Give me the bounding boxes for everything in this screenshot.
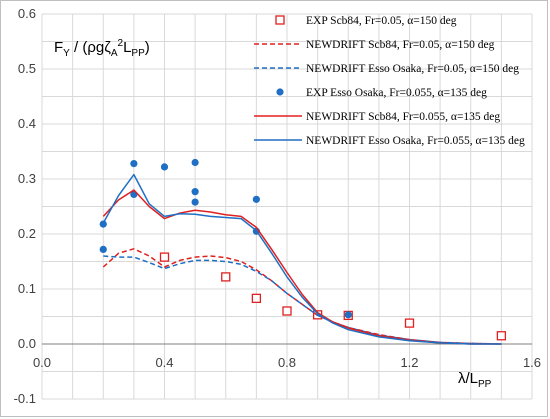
series-layer (99, 158, 507, 345)
x-tick-label: 1.2 (400, 355, 418, 370)
legend-label: EXP Scb84, Fr=0.05, α=150 deg (306, 15, 457, 27)
y-tick-label: 0.0 (18, 336, 36, 351)
legend-label: NEWDRIFT Esso Osaka, Fr=0.055, α=135 deg (306, 135, 525, 147)
series-line (102, 189, 502, 345)
legend-marker-circle (276, 88, 284, 96)
grid-layer (41, 13, 533, 400)
x-tick-label: 0.4 (155, 355, 173, 370)
data-point-circle (344, 311, 352, 319)
y-tick-label: 0.2 (18, 226, 36, 241)
data-point-square (159, 252, 170, 262)
legend-marker-square (275, 15, 285, 25)
y-tick-label: 0.1 (18, 281, 36, 296)
data-point-square (251, 293, 262, 304)
legend-label: NEWDRIFT Esso Osaka, Fr=0.05, α=150 deg (306, 63, 519, 75)
y-tick-label: 0.4 (18, 116, 36, 131)
series-line (102, 173, 502, 345)
x-tick-label: 0.8 (278, 355, 296, 370)
data-point-circle (99, 245, 107, 253)
x-tick-label: 1.6 (523, 355, 541, 370)
series-line (103, 255, 502, 345)
y-tick-label: 0.6 (18, 6, 36, 21)
legend-label: NEWDRIFT Scb84, Fr=0.055, α=135 deg (306, 111, 500, 123)
y-tick-label: 0.3 (18, 171, 36, 186)
data-point-circle (191, 158, 199, 167)
x-axis-label: λ/LPP (458, 370, 492, 390)
data-point-square (221, 272, 231, 282)
data-point-circle (99, 220, 107, 228)
y-tick-label: 0.5 (18, 61, 36, 76)
legend-label: EXP Esso Osaka, Fr=0.055, α=135 deg (306, 87, 487, 99)
data-point-circle (191, 188, 199, 196)
data-point-circle (160, 163, 169, 171)
y-tick-label: -0.1 (14, 391, 36, 406)
y-axis-label: FY / (ρgζA2LPP) (54, 38, 150, 59)
data-point-circle (191, 198, 199, 206)
data-point-square (496, 331, 507, 341)
data-point-square (404, 318, 415, 328)
data-point-circle (130, 160, 138, 168)
data-point-circle (252, 195, 260, 203)
x-tick-label: 0.0 (33, 355, 51, 370)
data-point-square (282, 306, 292, 316)
legend-label: NEWDRIFT Scb84, Fr=0.05, α=150 deg (306, 39, 495, 51)
legend: EXP Scb84, Fr=0.05, α=150 deg NEWDRIFT Sc… (254, 15, 525, 147)
